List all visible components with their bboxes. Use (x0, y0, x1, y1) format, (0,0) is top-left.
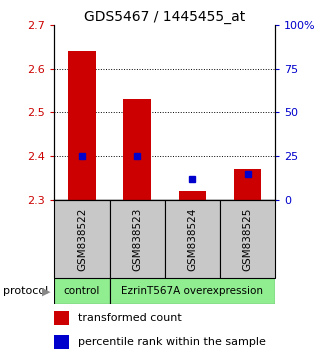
Text: control: control (64, 286, 100, 296)
Bar (68, 51, 96, 200)
Title: GDS5467 / 1445455_at: GDS5467 / 1445455_at (84, 10, 245, 24)
Text: ▶: ▶ (42, 286, 50, 296)
Text: percentile rank within the sample: percentile rank within the sample (78, 337, 266, 347)
Text: GSM838523: GSM838523 (132, 207, 142, 271)
Bar (165, 200, 220, 278)
Text: GSM838522: GSM838522 (77, 207, 87, 271)
Bar (234, 169, 261, 200)
Bar (54, 335, 69, 349)
Bar (54, 312, 69, 325)
Text: EzrinT567A overexpression: EzrinT567A overexpression (121, 286, 263, 296)
Bar (109, 278, 275, 304)
Text: GSM838524: GSM838524 (188, 207, 197, 271)
Text: transformed count: transformed count (78, 313, 182, 323)
Text: GSM838525: GSM838525 (243, 207, 252, 271)
Bar (54, 200, 109, 278)
Bar (54, 278, 109, 304)
Text: protocol: protocol (3, 286, 48, 296)
Bar (124, 99, 151, 200)
Bar (109, 200, 165, 278)
Bar (220, 200, 275, 278)
Bar (179, 191, 206, 200)
